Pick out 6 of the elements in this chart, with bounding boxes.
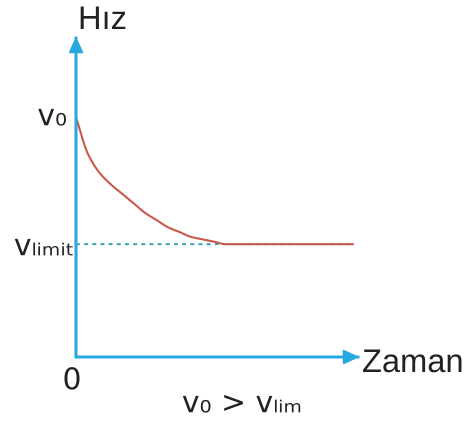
text: v₀ > vₗᵢₘ xyxy=(182,394,300,413)
y-axis-title: Hız xyxy=(80,6,126,29)
x-axis-title: Zaman xyxy=(363,350,462,372)
text: 0 xyxy=(64,367,80,390)
text: v₀ xyxy=(38,108,66,126)
ref-line-label: vₗᵢₘᵢₜ xyxy=(14,238,73,256)
